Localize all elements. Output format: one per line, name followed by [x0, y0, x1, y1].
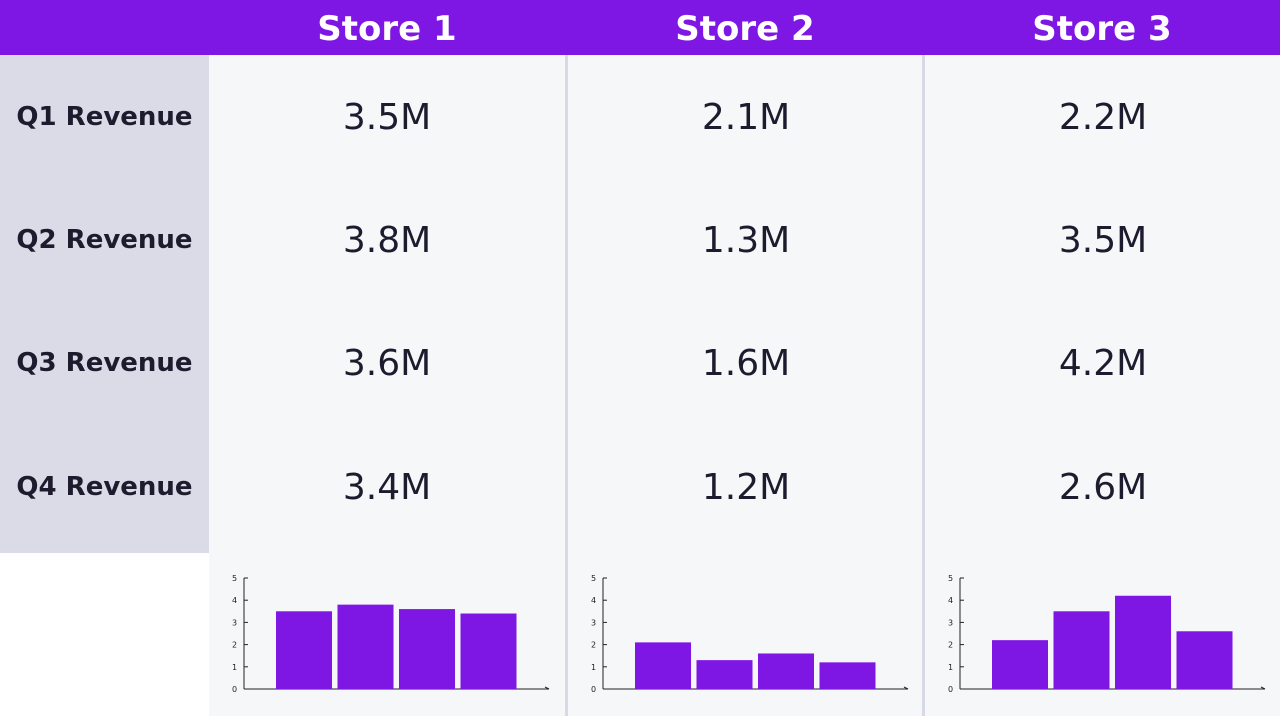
y-tick-label: 3 — [591, 618, 596, 627]
store-2-q3-value: 1.6M — [701, 343, 791, 384]
bar-q3 — [1115, 595, 1171, 689]
y-tick-label: 2 — [591, 641, 596, 650]
store-3-q1-value: 2.2M — [1058, 97, 1148, 138]
store-3-q4-value: 2.6M — [1058, 467, 1148, 508]
y-tick-label: 0 — [591, 685, 596, 694]
bar-q4 — [1176, 631, 1233, 689]
x-axis-end-mark — [903, 686, 909, 690]
bar-q2 — [1053, 611, 1110, 689]
store-2-mini-chart: 0 1 2 3 4 5 — [591, 574, 909, 694]
store-1-q4-value: 3.4M — [342, 467, 432, 508]
store-3-q3-value: 4.2M — [1058, 343, 1148, 384]
store-1-title: Store 1 — [317, 9, 457, 49]
y-tick-label: 1 — [232, 663, 237, 672]
y-tick-label: 4 — [948, 596, 953, 605]
y-tick-label: 1 — [948, 663, 953, 672]
y-tick-label: 5 — [232, 574, 237, 583]
y-tick-label: 5 — [591, 574, 596, 583]
store-2-column: 2.1M 1.3M 1.6M 1.2M 0 1 2 3 4 5 — [568, 55, 924, 716]
bar-q1 — [992, 640, 1048, 689]
store-3-mini-chart: 0 1 2 3 4 5 — [948, 574, 1266, 694]
row-label-q1: Q1 Revenue — [16, 102, 193, 132]
y-tick-label: 4 — [591, 596, 596, 605]
store-2-q2-value: 1.3M — [701, 220, 791, 261]
y-tick-label: 4 — [232, 596, 237, 605]
row-label-column: Q1 Revenue Q2 Revenue Q3 Revenue Q4 Reve… — [0, 55, 209, 553]
column-divider — [565, 55, 568, 716]
y-tick-label: 0 — [232, 685, 237, 694]
header-bar: Store 1 Store 2 Store 3 — [0, 0, 1280, 55]
row-label-q4: Q4 Revenue — [16, 472, 193, 502]
store-1-q2-value: 3.8M — [342, 220, 432, 261]
store-2-q1-value: 2.1M — [701, 97, 791, 138]
store-2-title: Store 2 — [675, 9, 815, 49]
store-3-column: 2.2M 3.5M 4.2M 2.6M 0 1 2 3 4 5 — [925, 55, 1280, 716]
y-tick-label: 2 — [948, 641, 953, 650]
store-1-q3-value: 3.6M — [342, 343, 432, 384]
store-3-title: Store 3 — [1032, 9, 1172, 49]
row-label-q2: Q2 Revenue — [16, 225, 193, 255]
x-axis-end-mark — [544, 686, 550, 690]
y-tick-label: 1 — [591, 663, 596, 672]
y-tick-label: 5 — [948, 574, 953, 583]
store-2-q4-value: 1.2M — [701, 467, 791, 508]
store-3-q2-value: 3.5M — [1058, 220, 1148, 261]
store-1-q1-value: 3.5M — [342, 97, 432, 138]
y-tick-label: 2 — [232, 641, 237, 650]
column-divider — [922, 55, 925, 716]
bar-q3 — [399, 609, 455, 689]
bar-q4 — [819, 662, 876, 689]
bar-q2 — [337, 604, 394, 689]
store-1-mini-chart: 0 1 2 3 4 5 — [232, 574, 550, 694]
store-1-column: 3.5M 3.8M 3.6M 3.4M 0 1 2 3 4 5 — [209, 55, 565, 716]
bar-q1 — [276, 611, 332, 689]
bar-q1 — [635, 642, 691, 689]
bar-q2 — [696, 660, 753, 689]
y-tick-label: 3 — [232, 618, 237, 627]
x-axis-end-mark — [1260, 686, 1266, 690]
bar-q3 — [758, 653, 814, 689]
y-tick-label: 3 — [948, 618, 953, 627]
y-tick-label: 0 — [948, 685, 953, 694]
bar-q4 — [460, 613, 517, 689]
row-label-q3: Q3 Revenue — [16, 348, 193, 378]
